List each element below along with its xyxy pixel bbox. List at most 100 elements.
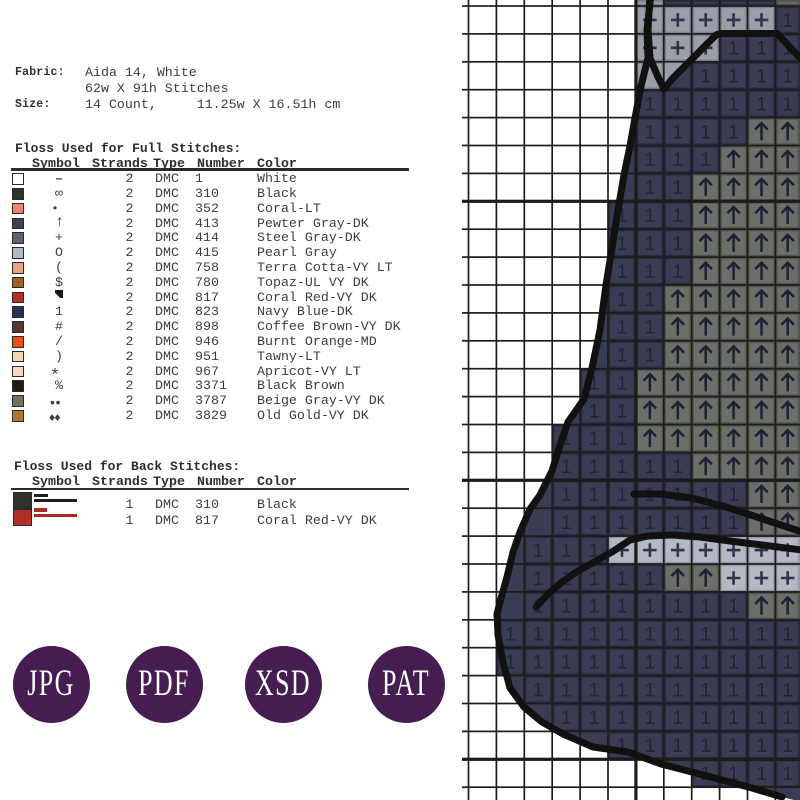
svg-text:1: 1: [533, 540, 544, 562]
svg-text:1: 1: [644, 651, 655, 673]
svg-text:1: 1: [728, 93, 739, 115]
svg-text:1: 1: [589, 596, 600, 618]
svg-text:1: 1: [533, 651, 544, 673]
svg-text:1: 1: [617, 372, 628, 394]
svg-text:1: 1: [533, 624, 544, 646]
svg-text:1: 1: [672, 651, 683, 673]
svg-text:1: 1: [700, 651, 711, 673]
svg-text:1: 1: [644, 596, 655, 618]
svg-text:1: 1: [617, 456, 628, 478]
svg-text:1: 1: [617, 400, 628, 422]
svg-text:1: 1: [617, 596, 628, 618]
svg-text:1: 1: [672, 456, 683, 478]
svg-text:1: 1: [644, 679, 655, 701]
svg-text:1: 1: [672, 177, 683, 199]
svg-text:1: 1: [505, 624, 516, 646]
svg-text:1: 1: [589, 679, 600, 701]
svg-text:1: 1: [672, 261, 683, 283]
svg-text:1: 1: [728, 66, 739, 88]
svg-text:1: 1: [589, 540, 600, 562]
svg-text:1: 1: [644, 512, 655, 534]
svg-text:1: 1: [617, 651, 628, 673]
svg-text:1: 1: [782, 735, 793, 757]
svg-text:1: 1: [617, 512, 628, 534]
svg-text:1: 1: [617, 735, 628, 757]
svg-text:1: 1: [533, 679, 544, 701]
svg-text:1: 1: [728, 735, 739, 757]
svg-text:1: 1: [617, 484, 628, 506]
svg-text:1: 1: [561, 540, 572, 562]
svg-text:1: 1: [533, 568, 544, 590]
svg-text:1: 1: [756, 763, 767, 785]
svg-text:1: 1: [561, 484, 572, 506]
svg-text:1: 1: [728, 624, 739, 646]
svg-text:1: 1: [756, 651, 767, 673]
svg-text:1: 1: [672, 735, 683, 757]
svg-text:1: 1: [617, 428, 628, 450]
svg-text:1: 1: [561, 651, 572, 673]
svg-text:1: 1: [644, 121, 655, 143]
svg-text:1: 1: [782, 679, 793, 701]
svg-text:1: 1: [589, 707, 600, 729]
svg-text:1: 1: [644, 261, 655, 283]
svg-text:1: 1: [617, 345, 628, 367]
svg-text:1: 1: [617, 233, 628, 255]
svg-text:1: 1: [617, 205, 628, 227]
svg-text:1: 1: [561, 679, 572, 701]
svg-text:1: 1: [672, 93, 683, 115]
svg-text:1: 1: [561, 707, 572, 729]
svg-text:1: 1: [505, 651, 516, 673]
svg-text:1: 1: [617, 679, 628, 701]
svg-text:1: 1: [589, 512, 600, 534]
svg-text:1: 1: [700, 707, 711, 729]
svg-text:1: 1: [700, 484, 711, 506]
svg-text:1: 1: [617, 289, 628, 311]
svg-text:1: 1: [782, 707, 793, 729]
svg-text:1: 1: [672, 707, 683, 729]
svg-text:1: 1: [561, 624, 572, 646]
svg-text:1: 1: [728, 707, 739, 729]
svg-text:1: 1: [782, 66, 793, 88]
svg-text:1: 1: [561, 512, 572, 534]
svg-text:1: 1: [617, 568, 628, 590]
svg-text:1: 1: [756, 66, 767, 88]
svg-text:1: 1: [672, 512, 683, 534]
svg-text:1: 1: [617, 707, 628, 729]
svg-text:1: 1: [728, 763, 739, 785]
svg-text:1: 1: [617, 624, 628, 646]
svg-text:1: 1: [700, 149, 711, 171]
svg-text:1: 1: [589, 372, 600, 394]
svg-text:1: 1: [728, 484, 739, 506]
svg-text:1: 1: [700, 624, 711, 646]
svg-text:1: 1: [672, 624, 683, 646]
svg-text:1: 1: [700, 121, 711, 143]
svg-text:1: 1: [589, 428, 600, 450]
svg-text:1: 1: [700, 679, 711, 701]
svg-text:1: 1: [756, 707, 767, 729]
svg-text:1: 1: [700, 596, 711, 618]
svg-text:1: 1: [644, 205, 655, 227]
svg-text:1: 1: [589, 456, 600, 478]
svg-text:1: 1: [644, 624, 655, 646]
svg-text:1: 1: [728, 121, 739, 143]
svg-text:1: 1: [589, 484, 600, 506]
svg-text:1: 1: [644, 735, 655, 757]
svg-text:1: 1: [672, 205, 683, 227]
svg-text:1: 1: [644, 317, 655, 339]
svg-text:1: 1: [672, 121, 683, 143]
svg-text:1: 1: [756, 735, 767, 757]
svg-text:1: 1: [756, 38, 767, 60]
svg-text:1: 1: [728, 651, 739, 673]
svg-text:1: 1: [644, 345, 655, 367]
svg-text:1: 1: [644, 707, 655, 729]
svg-text:1: 1: [756, 93, 767, 115]
svg-text:1: 1: [644, 233, 655, 255]
svg-text:1: 1: [589, 400, 600, 422]
svg-text:1: 1: [782, 651, 793, 673]
svg-text:1: 1: [672, 233, 683, 255]
svg-text:1: 1: [589, 568, 600, 590]
svg-text:1: 1: [700, 66, 711, 88]
svg-text:1: 1: [756, 679, 767, 701]
svg-text:1: 1: [700, 735, 711, 757]
svg-text:1: 1: [782, 624, 793, 646]
